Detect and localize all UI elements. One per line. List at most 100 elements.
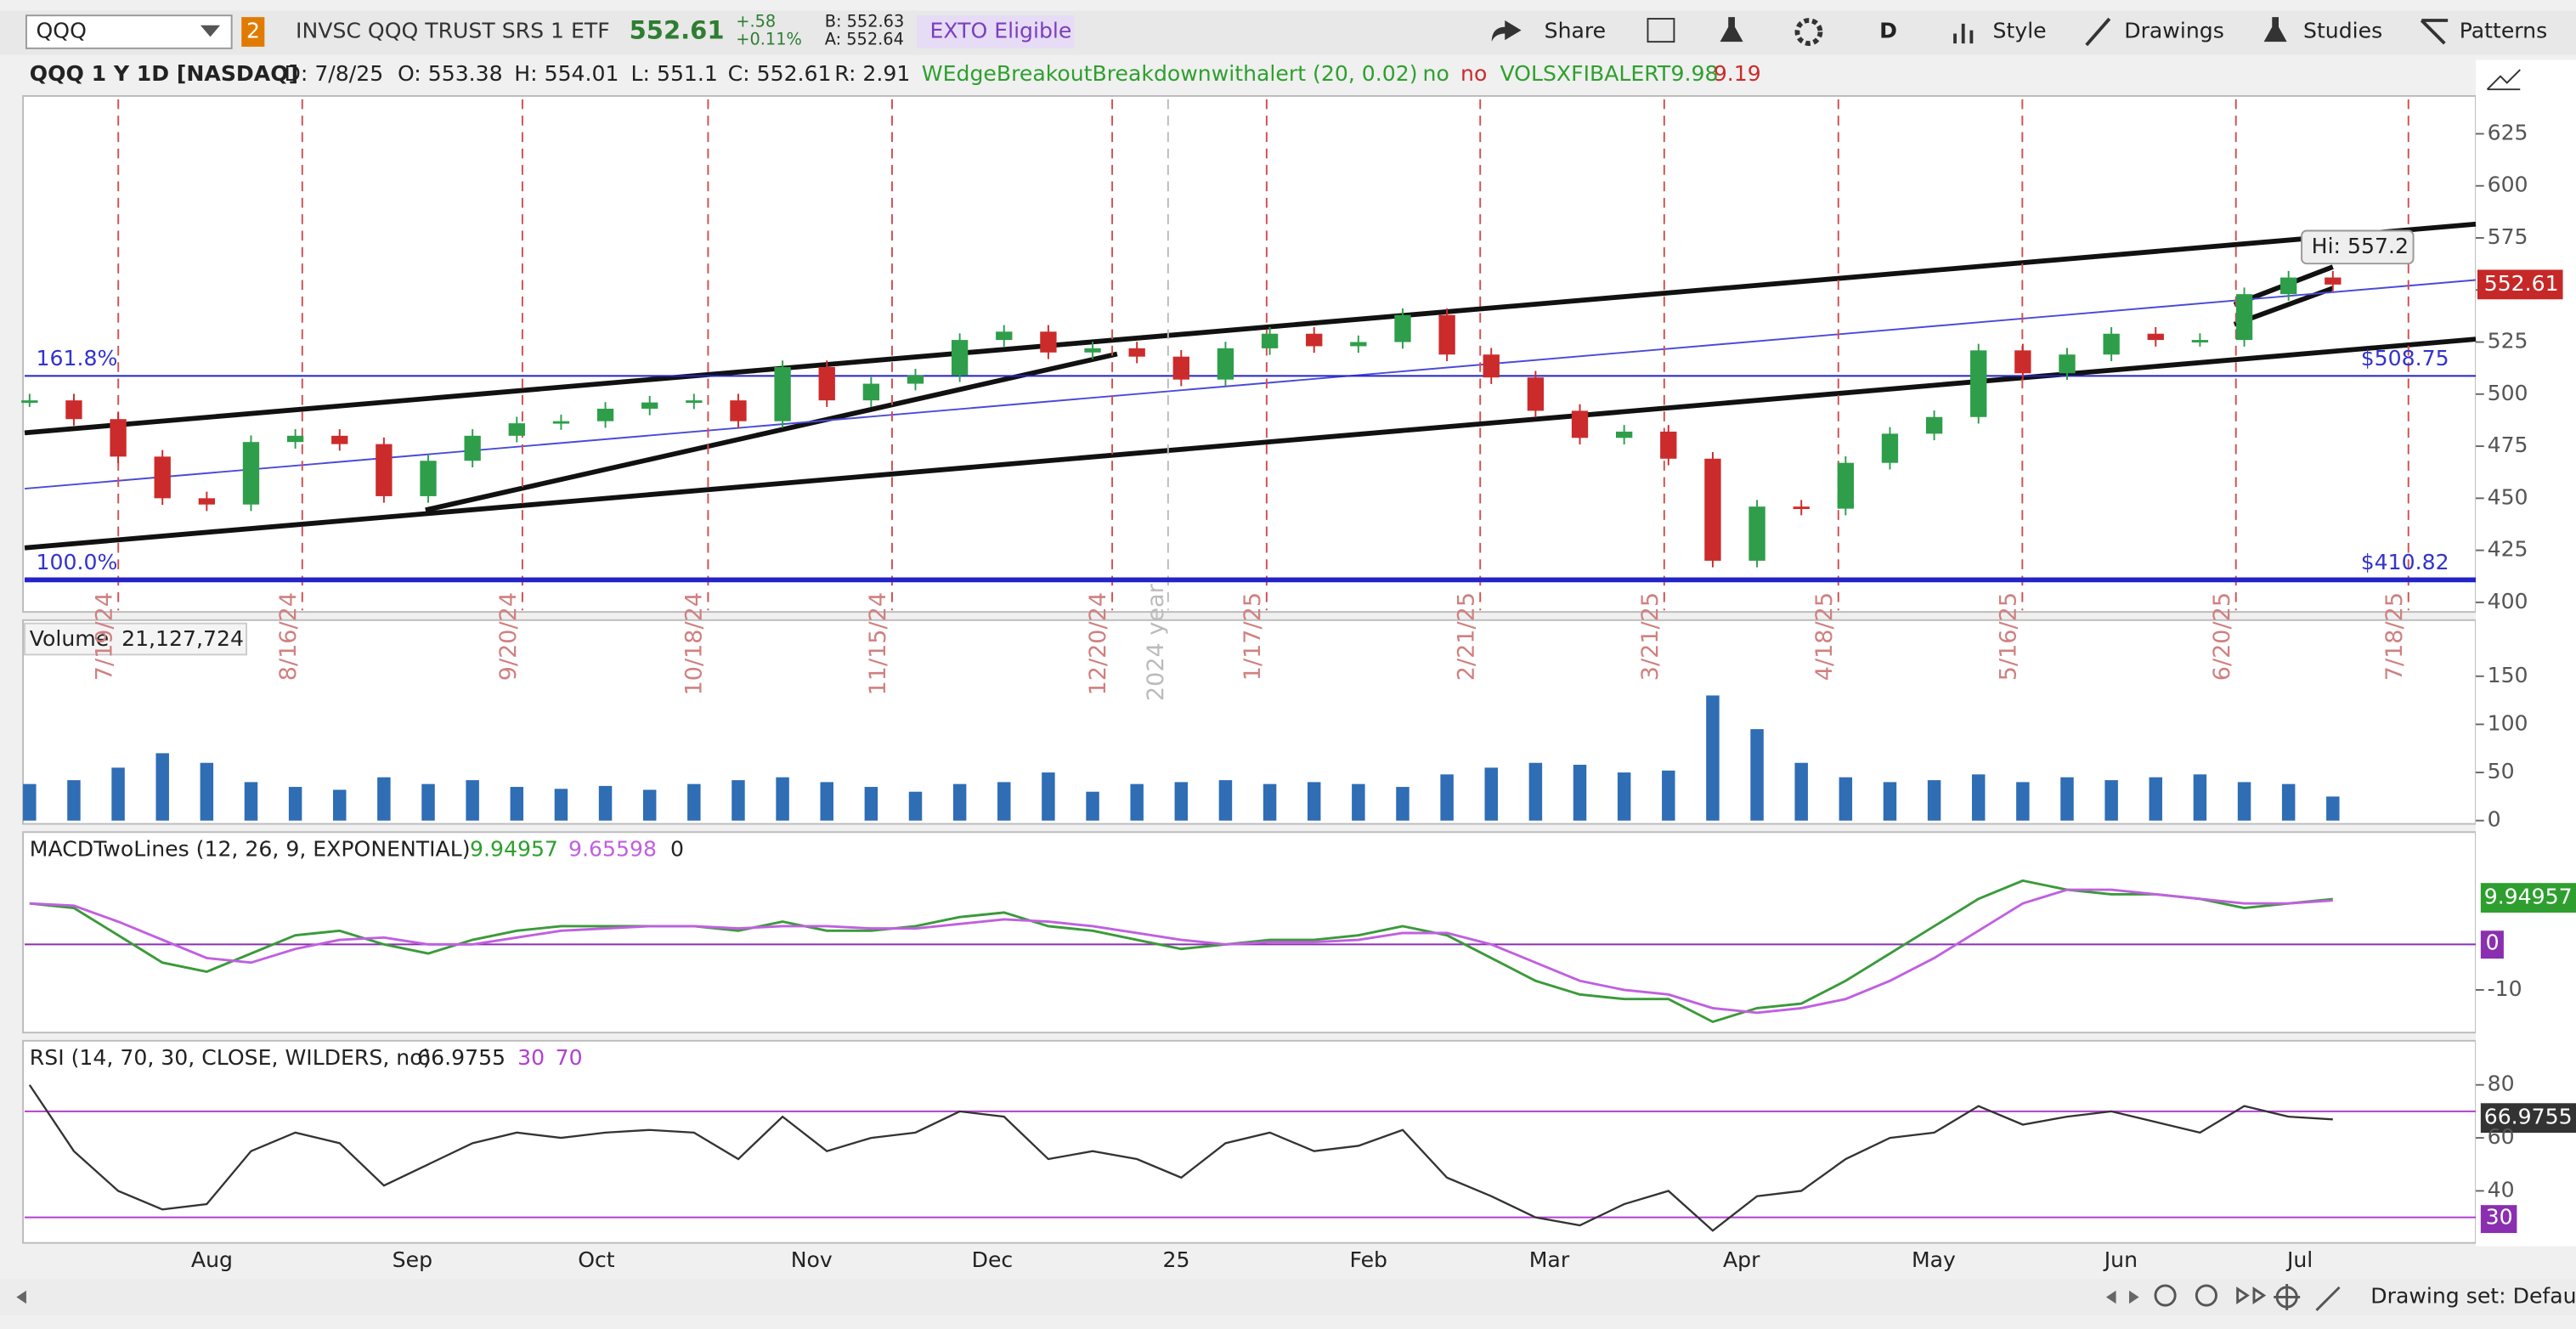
volume-bar [598,785,613,821]
volume-bar [2326,796,2340,821]
volume-bar [200,762,214,821]
volume-bar [1617,772,1631,821]
volume-bar [111,767,125,821]
style-icon[interactable] [1953,23,1974,44]
date-marker-label: 1/17/25 [1240,592,1266,681]
toolbar-button[interactable]: Style [1993,19,2047,43]
value-box [2480,930,2504,959]
y-tick-label: -10 [2488,976,2522,1001]
candle-body [774,366,791,421]
volume-bar [2104,780,2118,821]
volume-bar [1484,767,1498,821]
study-icon[interactable] [2486,69,2521,91]
toolbar-button[interactable]: Share [1545,19,1607,43]
toolbar [0,10,2576,55]
rsi-level: 30 [517,1045,545,1070]
volume-bar [67,780,81,821]
volume-bar [1086,791,1099,821]
volume-bar [1042,772,1055,821]
study-value: 9.98 [1671,61,1719,86]
toolbar-button[interactable]: Drawings [2124,19,2224,43]
y-tick-label: 80 [2488,1072,2515,1096]
change-pct: +0.11% [736,30,802,49]
candle-body [420,461,437,496]
volume-bar [1396,787,1409,821]
drawings-icon[interactable] [2085,17,2111,47]
candle-body [596,408,614,421]
link-box[interactable] [241,17,265,47]
flask-icon[interactable] [1720,17,1743,42]
toolbar-button[interactable]: Studies [2303,19,2382,43]
grid-icon[interactable] [1647,18,1675,43]
candle-body [818,366,835,401]
candle-body [951,340,969,376]
candle-body [2147,333,2164,341]
candle-body [331,435,348,444]
patterns-icon[interactable] [2420,19,2449,45]
volume-bar [1883,782,1897,821]
macd-value: 9.94957 [470,837,558,862]
study-flag: no [1423,61,1449,86]
fib-pct: 100.0% [37,550,118,574]
candle-body [2191,340,2209,342]
date-marker-label: 12/20/24 [1085,592,1111,696]
volume-bar [421,783,435,821]
gear-icon[interactable] [1794,18,1823,46]
volume-bar [23,783,37,821]
candle-body [1837,462,1855,509]
date-marker-label: 7/18/25 [2381,592,2408,681]
volume-bar [687,783,701,821]
toolbar-button[interactable]: D [1879,19,1897,43]
y-tick-label: 400 [2488,589,2528,614]
candle-body [1571,410,1589,438]
dropdown-arrow[interactable] [200,25,221,37]
candle-body [1128,348,1145,357]
right-axis [2476,59,2576,1247]
study-name: WEdgeBreakoutBreakdownwithalert (20, 0.0… [922,61,1418,86]
volume-bar [642,789,657,821]
study-flag: no [1460,61,1487,86]
value-box [2480,1205,2517,1234]
high-box [2301,229,2415,265]
candle-body [1793,506,1810,510]
toolbar-button[interactable]: Patterns [2460,19,2547,43]
candle-body [154,456,171,499]
date-marker-label: 6/20/25 [2209,592,2235,681]
header-box [24,622,248,656]
price-header: O: 553.38 [398,61,503,86]
volume-value: 21,127,724 [121,626,244,651]
volume-bar [377,777,391,821]
trendline [425,351,1118,513]
rsi-last: 66.9755 [2484,1105,2573,1129]
y-tick-label: 40 [2488,1177,2515,1202]
y-tick-label: 525 [2488,329,2528,353]
badge: EXTO Eligible [929,19,1071,43]
candle-body [508,423,525,436]
last-price: 552.61 [630,16,725,45]
volume-bar [2016,782,2030,821]
time-axis-label: Dec [972,1247,1014,1272]
zoom-controls[interactable] [2154,1283,2341,1311]
volume-bar [1440,774,1454,821]
year-marker-label: 2024 year [1143,583,1169,701]
volume-bar [1174,782,1189,821]
y-tick-label: 100 [2488,710,2528,735]
candle-body [1438,314,1455,355]
volume-bar [1662,770,1675,821]
share-icon[interactable] [1491,20,1522,42]
studies-icon[interactable] [2263,17,2287,42]
volume-bar [288,787,302,821]
study-name: VOLSXFIBALERT [1500,61,1670,86]
symbol-box[interactable] [25,14,233,49]
time-axis-label: Nov [791,1247,833,1272]
study-value: 9.19 [1714,61,1761,86]
macd-avg: 9.65598 [568,837,657,862]
candle-body [1084,348,1101,353]
volume-bar [952,783,967,821]
y-tick-label: 450 [2488,484,2528,509]
scrollbar[interactable] [0,1279,2576,1315]
date-marker-label: 4/18/25 [1811,592,1838,681]
candle-body [1483,354,1500,378]
high-label: Hi: 557.2 [2312,234,2409,258]
candle-body [376,444,393,496]
